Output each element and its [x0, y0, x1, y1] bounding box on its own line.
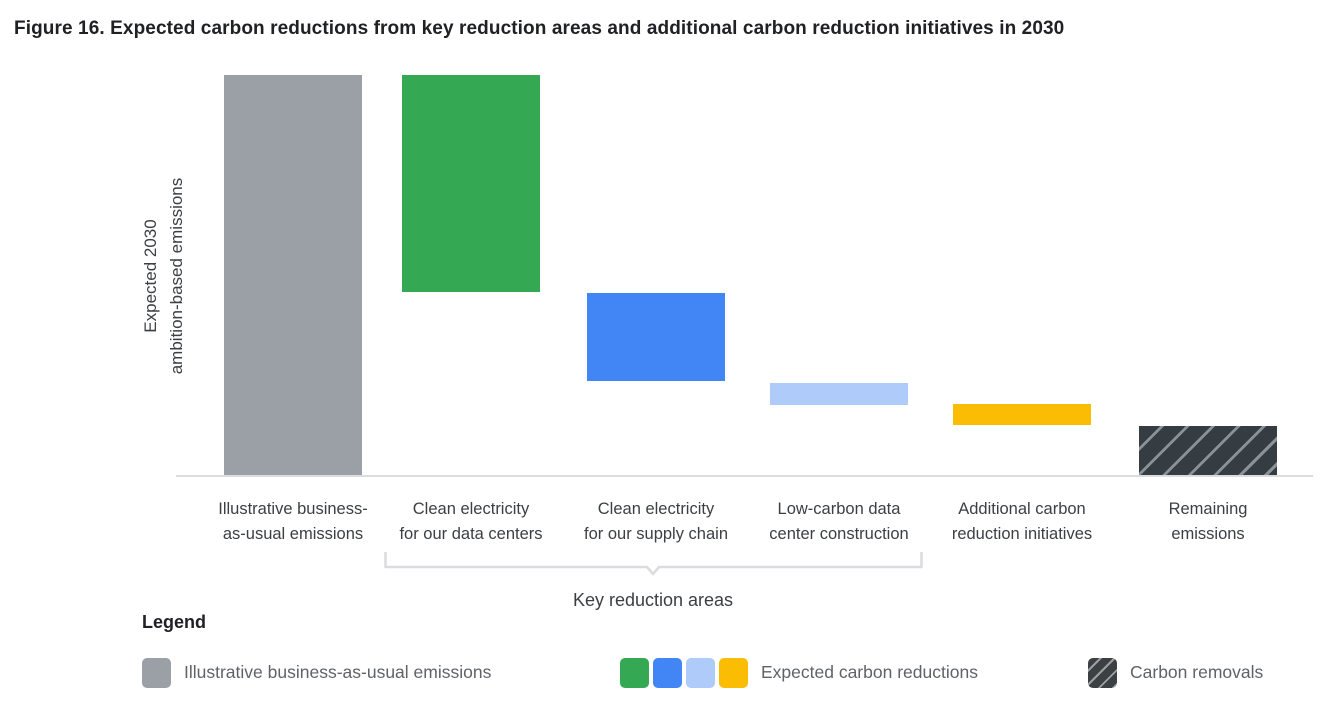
legend-heading: Legend [142, 612, 207, 632]
x-axis-baseline [176, 475, 1313, 477]
chart-bar-2 [402, 75, 540, 292]
legend-swatch-row [620, 657, 748, 688]
x-axis-label-line2: for our supply chain [584, 525, 728, 543]
figure-title: Figure 16. Expected carbon reductions fr… [14, 18, 1065, 39]
legend-swatch-row [142, 657, 171, 688]
chart-bar-4 [770, 383, 908, 405]
legend-swatch [686, 657, 715, 688]
legend-swatch [653, 657, 682, 688]
x-axis-label-line1: Remaining [1168, 500, 1248, 518]
legend-swatch-row [1088, 657, 1117, 688]
x-axis-label-5: Additional carbon reduction initiatives [926, 497, 1118, 547]
key-reduction-areas-label: Key reduction areas [572, 590, 734, 610]
chart-bar-5 [953, 404, 1091, 425]
x-axis-label-line1: Additional carbon [958, 500, 1086, 518]
legend-item-1: Illustrative business-as-usual emissions [142, 657, 491, 688]
x-axis-label-line1: Illustrative business- [218, 500, 368, 518]
chart-bar-6 [1139, 426, 1277, 475]
x-axis-label-line2: emissions [1171, 525, 1245, 543]
x-axis-label-4: Low-carbon data center construction [743, 497, 935, 547]
x-axis-label-line2: as-usual emissions [222, 525, 364, 543]
legend-swatch [142, 657, 171, 688]
x-axis-label-line1: Clean electricity [597, 500, 715, 518]
legend-swatch [620, 657, 649, 688]
legend-item-2: Expected carbon reductions [620, 657, 978, 688]
legend-label: Illustrative business-as-usual emissions [184, 662, 492, 682]
chart-bar-3 [587, 293, 725, 381]
legend-item-3: Carbon removals [1088, 657, 1263, 688]
x-axis-label-3: Clean electricity for our supply chain [560, 497, 752, 547]
x-axis-label-line2: center construction [769, 525, 909, 543]
legend-swatch [719, 657, 748, 688]
legend-swatch [1088, 657, 1117, 688]
x-axis-label-line2: for our data centers [399, 525, 543, 543]
x-axis-label-2: Clean electricity for our data centers [375, 497, 567, 547]
legend-label: Expected carbon reductions [761, 662, 978, 682]
y-axis-label: Expected 2030 ambition-based emissions [138, 178, 190, 375]
x-axis-label-line1: Low-carbon data [777, 500, 901, 518]
legend-label: Carbon removals [1130, 662, 1264, 682]
x-axis-label-6: Remaining emissions [1112, 497, 1304, 547]
key-reduction-areas-brace [384, 552, 923, 576]
x-axis-label-1: Illustrative business-as-usual emissions [197, 497, 389, 547]
chart-bar-1 [224, 75, 362, 475]
y-axis-label-line2: ambition-based emissions [167, 177, 186, 375]
x-axis-label-line2: reduction initiatives [951, 525, 1093, 543]
x-axis-label-line1: Clean electricity [412, 500, 530, 518]
y-axis-label-line1: Expected 2030 [141, 219, 160, 333]
